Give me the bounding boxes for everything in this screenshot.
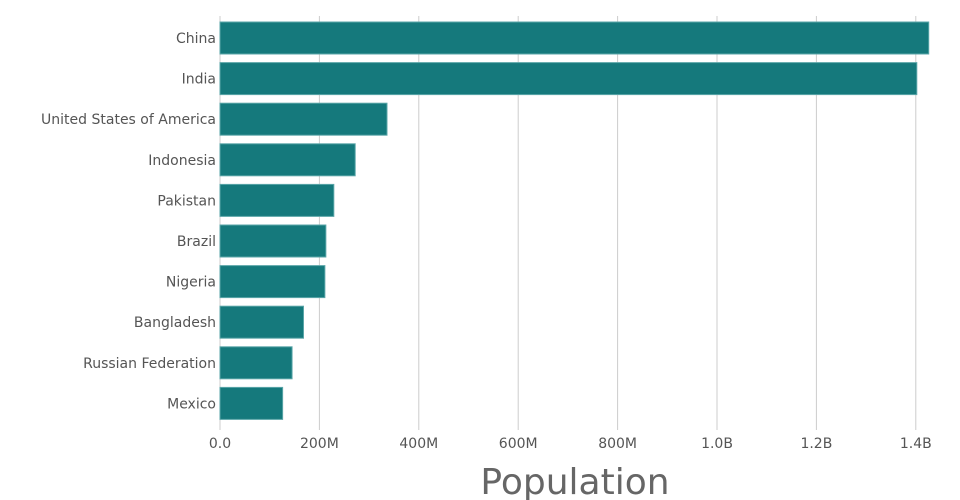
x-tick-label: 400M — [399, 436, 438, 452]
bar-bangladesh[interactable] — [219, 305, 304, 339]
x-axis-title: Population — [480, 462, 669, 500]
bar-china[interactable] — [219, 21, 930, 55]
y-tick-label: Russian Federation — [83, 356, 216, 372]
bar-russian-federation[interactable] — [219, 346, 293, 380]
x-tick-label: 600M — [499, 436, 538, 452]
y-tick-label: Indonesia — [148, 153, 216, 169]
bar-brazil[interactable] — [219, 224, 327, 258]
y-tick-label: Brazil — [177, 234, 216, 250]
x-tick-label: 0.0 — [209, 436, 231, 452]
y-tick-label: United States of America — [41, 112, 216, 128]
x-tick-label: 800M — [598, 436, 637, 452]
bar-pakistan[interactable] — [219, 183, 335, 217]
x-tick-label: 1.0B — [701, 436, 733, 452]
y-tick-label: Bangladesh — [134, 315, 216, 331]
y-tick-label: Nigeria — [166, 275, 216, 291]
x-tick-label: 1.4B — [900, 436, 932, 452]
y-tick-label: Pakistan — [157, 193, 216, 209]
bar-mexico[interactable] — [219, 386, 284, 420]
bar-nigeria[interactable] — [219, 265, 326, 299]
y-tick-label: China — [176, 31, 216, 47]
bar-indonesia[interactable] — [219, 143, 356, 177]
x-tick-label: 200M — [300, 436, 339, 452]
y-tick-label: Mexico — [167, 396, 216, 412]
bar-united-states-of-america[interactable] — [219, 102, 388, 136]
y-tick-label: India — [182, 72, 216, 88]
bar-india[interactable] — [219, 62, 918, 96]
x-tick-label: 1.2B — [800, 436, 832, 452]
